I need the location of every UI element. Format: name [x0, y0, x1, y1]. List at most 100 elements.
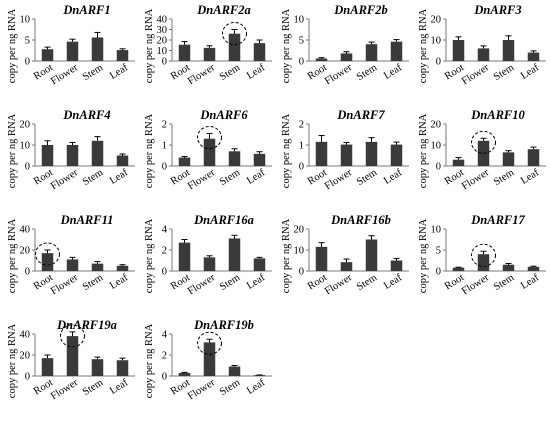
y-tick-label: 20: [294, 225, 305, 236]
y-tick-label: 40: [157, 15, 168, 26]
category-label: Stem: [492, 167, 516, 188]
category-label: Leaf: [245, 62, 268, 82]
bar-root: [452, 159, 465, 166]
bar-leaf: [116, 155, 129, 166]
bar-leaf: [116, 360, 129, 376]
y-tick-label: 0: [436, 162, 441, 173]
highlight-circle: [471, 243, 496, 267]
y-tick-label: 2: [162, 246, 167, 257]
category-label: Flower: [460, 272, 491, 297]
y-axis-label: copy per ng RNA: [281, 113, 292, 188]
bar-stem: [365, 44, 378, 61]
category-label: Flower: [323, 167, 354, 192]
bar-flower: [340, 262, 353, 271]
y-axis-label: copy per ng RNA: [418, 113, 429, 188]
category-label: Flower: [186, 167, 217, 192]
bar-stem: [365, 239, 378, 271]
bar-root: [178, 157, 191, 166]
bar-root: [452, 267, 465, 271]
panel-title: DnARF16b: [330, 213, 391, 227]
highlight-circle: [471, 130, 496, 154]
y-tick-label: 40: [20, 225, 31, 236]
panel-title: DnARF2a: [196, 3, 251, 17]
y-tick-label: 20: [431, 120, 442, 131]
panel-title: DnARF4: [62, 108, 110, 122]
category-label: Leaf: [108, 167, 131, 187]
y-tick-label: 20: [157, 36, 168, 47]
bar-stem: [228, 366, 241, 376]
y-tick-label: 0: [25, 57, 30, 68]
highlight-circle: [197, 125, 222, 149]
bar-leaf: [390, 41, 403, 61]
y-tick-label: 1: [299, 141, 304, 152]
y-axis-label: copy per ng RNA: [144, 218, 155, 293]
bar-flower: [66, 259, 79, 271]
bar-leaf: [527, 266, 540, 271]
category-label: Leaf: [245, 272, 268, 292]
bar-flower: [340, 53, 353, 61]
y-axis-label: copy per ng RNA: [7, 218, 18, 293]
bar-stem: [91, 37, 104, 61]
y-axis-label: copy per ng RNA: [418, 8, 429, 83]
bar-leaf: [253, 153, 266, 166]
y-axis-label: copy per ng RNA: [418, 218, 429, 293]
bar-stem: [502, 152, 515, 166]
y-tick-label: 1: [162, 141, 167, 152]
category-label: Flower: [49, 167, 80, 192]
bar-leaf: [116, 50, 129, 61]
y-tick-label: 0: [162, 267, 167, 278]
panel-title: DnARF19a: [56, 318, 117, 332]
bar-flower: [66, 336, 79, 376]
y-tick-label: 2: [162, 120, 167, 131]
y-axis-label: copy per ng RNA: [144, 8, 155, 83]
bar-stem: [502, 40, 515, 61]
y-tick-label: 20: [20, 246, 31, 257]
y-tick-label: 4: [162, 330, 168, 341]
category-label: Stem: [355, 167, 379, 188]
panel-title: DnARF16a: [193, 213, 254, 227]
bar-leaf: [527, 52, 540, 61]
y-tick-label: 10: [20, 141, 31, 152]
bar-stem: [228, 238, 241, 271]
category-label: Leaf: [108, 62, 131, 82]
highlight-circle: [35, 242, 60, 266]
bar-root: [41, 49, 54, 61]
bar-stem: [91, 263, 104, 271]
y-axis-label: copy per ng RNA: [144, 113, 155, 188]
panel-title: DnARF6: [199, 108, 248, 122]
bar-root: [315, 246, 328, 271]
bar-flower: [66, 145, 79, 166]
y-tick-label: 0: [162, 57, 167, 68]
y-tick-label: 0: [299, 57, 304, 68]
category-label: Stem: [355, 62, 379, 83]
panel-title: DnARF1: [62, 3, 110, 17]
panel-title: DnARF19b: [193, 318, 254, 332]
bar-flower: [477, 48, 490, 61]
y-tick-label: 30: [157, 25, 168, 36]
category-label: Stem: [218, 272, 242, 293]
bar-root: [178, 372, 191, 376]
bar-stem: [228, 151, 241, 166]
y-tick-label: 10: [431, 141, 442, 152]
bar-flower: [203, 138, 216, 166]
category-label: Stem: [492, 272, 516, 293]
category-label: Leaf: [382, 167, 405, 187]
bar-stem: [228, 33, 241, 61]
bar-leaf: [527, 149, 540, 166]
y-tick-label: 5: [299, 36, 304, 47]
category-label: Flower: [49, 377, 80, 402]
category-label: Leaf: [519, 272, 542, 292]
category-label: Leaf: [382, 62, 405, 82]
category-label: Flower: [186, 62, 217, 87]
bar-flower: [477, 254, 490, 271]
category-label: Stem: [81, 62, 105, 83]
panel-title: DnARF3: [473, 3, 521, 17]
